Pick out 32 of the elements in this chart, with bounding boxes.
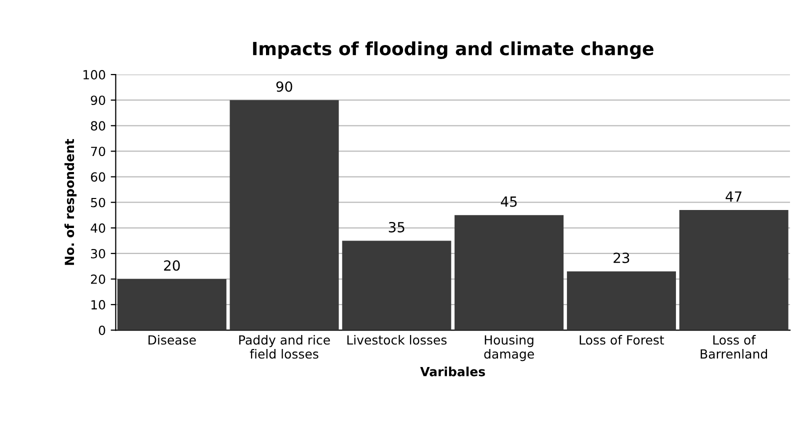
bar (566, 271, 676, 330)
bar (679, 210, 788, 330)
x-tick-label: Livestock losses (347, 335, 447, 345)
bar (230, 100, 339, 330)
x-tick-label: Disease (148, 335, 196, 345)
x-axis-title: Varibales (420, 366, 485, 376)
x-tick-label: Housing damage (484, 335, 534, 362)
y-tick-label: 70 (91, 146, 106, 156)
y-axis-title: No. of respondent (64, 138, 77, 265)
data-label: 20 (164, 260, 180, 271)
data-label: 47 (726, 191, 742, 202)
bar (117, 279, 226, 330)
y-tick-label: 80 (90, 121, 106, 131)
y-tick-label: 20 (91, 274, 106, 284)
y-tick-label: 50 (91, 198, 106, 208)
y-tick-label: 10 (91, 300, 106, 310)
data-label: 90 (276, 81, 292, 92)
data-label: 35 (388, 222, 404, 232)
bar (454, 215, 564, 330)
x-tick-label: Loss of Barrenland (700, 335, 767, 359)
y-tick-label: 30 (91, 248, 106, 258)
chart-title: Impacts of flooding and climate change (253, 41, 654, 59)
y-tick-label: 0 (98, 326, 106, 336)
x-tick-label: Loss of Forest (580, 335, 664, 345)
y-tick-label: 40 (90, 223, 106, 233)
bar (342, 240, 452, 330)
data-label: 45 (500, 196, 517, 207)
x-tick-label: Paddy and rice field losses (239, 335, 330, 359)
y-tick-label: 100 (84, 70, 106, 80)
y-tick-label: 90 (90, 96, 106, 106)
y-tick-label: 60 (90, 172, 106, 182)
data-label: 23 (614, 252, 630, 264)
